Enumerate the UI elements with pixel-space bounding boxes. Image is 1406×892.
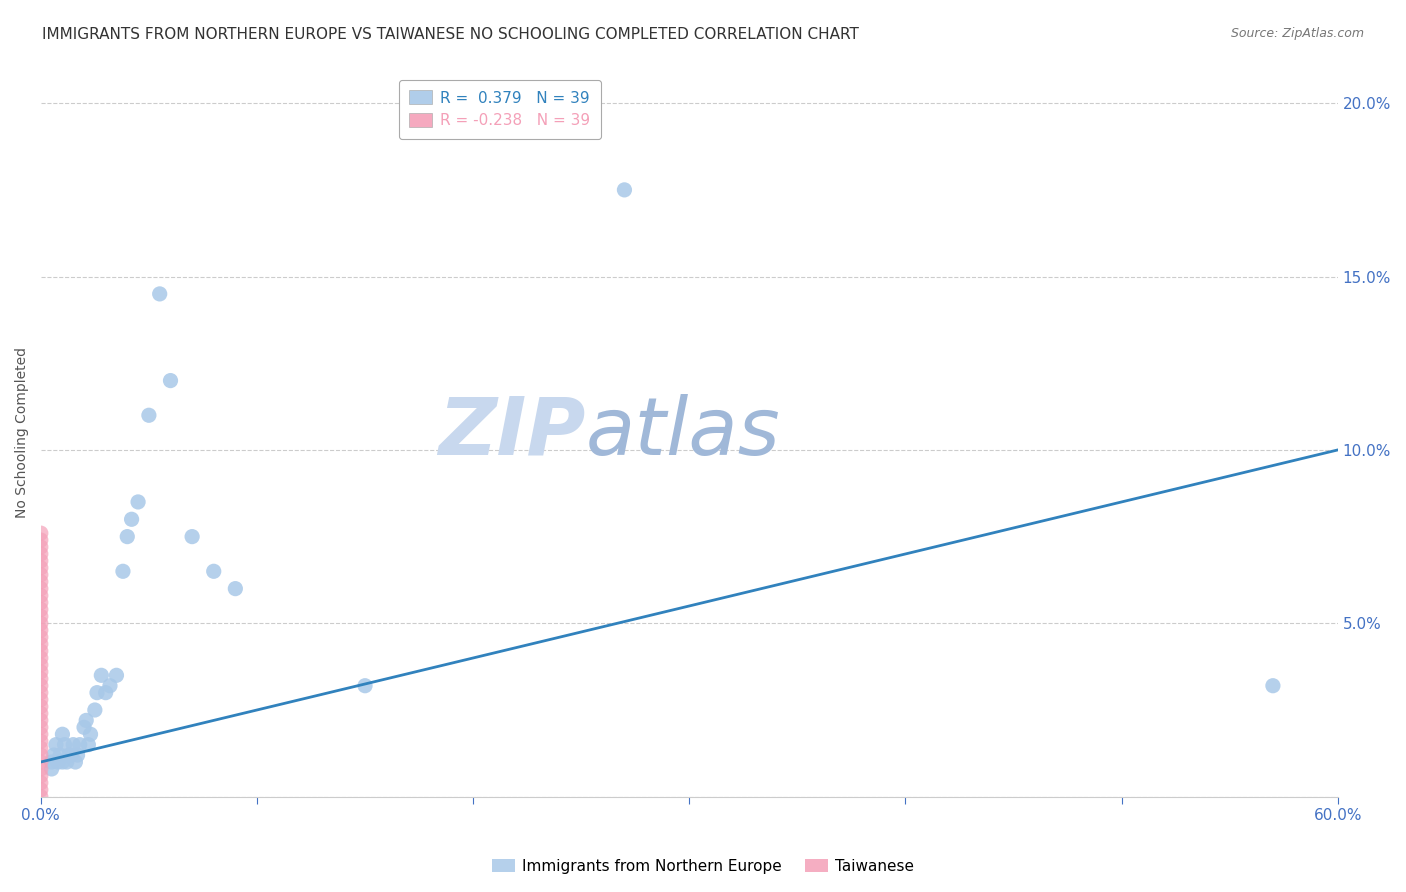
Point [98,679,121,693]
Point [30,547,52,561]
Point [30,706,52,721]
Point [53,738,76,752]
Point [30,679,52,693]
Point [202,564,225,578]
Point [30,540,52,554]
Point [30,727,52,741]
Point [75,714,97,728]
Point [41,762,63,776]
Point [65,755,87,769]
Point [30,762,52,776]
Point [30,595,52,609]
Point [30,526,52,541]
Point [30,720,52,734]
Point [49,747,72,762]
Point [60,747,83,762]
Point [46,755,69,769]
Point [138,409,160,423]
Point [117,530,139,544]
Point [30,776,52,790]
Point [30,561,52,575]
Point [127,495,149,509]
Text: IMMIGRANTS FROM NORTHERN EUROPE VS TAIWANESE NO SCHOOLING COMPLETED CORRELATION : IMMIGRANTS FROM NORTHERN EUROPE VS TAIWA… [42,27,859,42]
Text: Source: ZipAtlas.com: Source: ZipAtlas.com [1230,27,1364,40]
Point [149,286,172,301]
Point [30,699,52,714]
Text: atlas: atlas [585,393,780,472]
Point [30,589,52,603]
Point [55,755,77,769]
Point [66,747,89,762]
Point [30,692,52,706]
Point [51,727,73,741]
Point [105,668,128,682]
Point [30,630,52,644]
Point [30,734,52,748]
Point [30,755,52,769]
Text: ZIP: ZIP [439,393,585,472]
Point [30,533,52,547]
Point [30,686,52,700]
Point [30,602,52,616]
Point [1261,679,1284,693]
Y-axis label: No Schooling Completed: No Schooling Completed [15,347,30,518]
Point [30,651,52,665]
Point [30,574,52,589]
Point [58,747,80,762]
Point [159,374,181,388]
Point [83,703,105,717]
Point [30,637,52,651]
Point [121,512,143,526]
Point [69,738,91,752]
Point [77,738,100,752]
Legend: Immigrants from Northern Europe, Taiwanese: Immigrants from Northern Europe, Taiwane… [485,853,921,880]
Point [30,741,52,756]
Point [111,564,134,578]
Point [41,755,63,769]
Point [30,616,52,631]
Point [30,665,52,679]
Point [51,755,73,769]
Point [30,582,52,596]
Point [94,686,117,700]
Point [30,567,52,582]
Point [62,738,84,752]
Point [30,609,52,624]
Point [30,769,52,783]
Point [30,747,52,762]
Point [73,720,96,734]
Point [354,679,377,693]
Point [30,624,52,638]
Point [30,789,52,804]
Point [30,644,52,658]
Point [86,686,108,700]
Point [30,554,52,568]
Point [30,714,52,728]
Point [181,530,204,544]
Point [30,657,52,672]
Point [79,727,101,741]
Point [30,782,52,797]
Point [45,738,67,752]
Point [90,668,112,682]
Point [30,672,52,686]
Point [224,582,246,596]
Point [613,183,636,197]
Legend: R =  0.379   N = 39, R = -0.238   N = 39: R = 0.379 N = 39, R = -0.238 N = 39 [399,79,600,139]
Point [42,747,65,762]
